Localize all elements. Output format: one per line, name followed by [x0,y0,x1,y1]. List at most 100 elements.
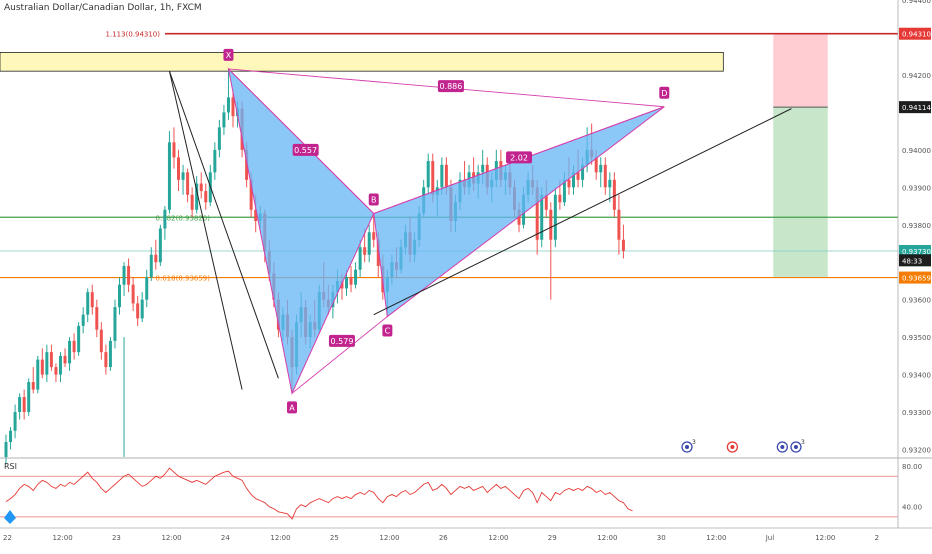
candle[interactable] [195,176,199,214]
candle[interactable] [181,164,185,195]
candle-body [108,340,112,368]
candle[interactable] [167,131,171,214]
candle[interactable] [49,344,53,371]
candle[interactable] [154,239,158,270]
candle[interactable] [127,258,131,293]
candle[interactable] [549,202,553,300]
time-tick-label: 12:00 [379,534,399,542]
candle[interactable] [95,299,99,338]
event-marker-dot [730,445,735,449]
stop-loss-area[interactable] [773,33,828,108]
candle[interactable] [158,224,162,266]
candle[interactable] [163,206,167,240]
pattern-point-a[interactable]: A [287,401,298,414]
candle[interactable] [136,295,140,326]
candle[interactable] [177,149,181,192]
candle[interactable] [18,393,22,420]
candle[interactable] [354,262,358,289]
candle[interactable] [186,168,190,203]
candle[interactable] [426,153,430,195]
event-marker[interactable]: 3 [790,439,805,453]
candle-body [608,179,612,188]
candle[interactable] [553,187,557,248]
trend-line[interactable] [373,108,792,316]
candle[interactable] [226,68,230,120]
candle[interactable] [81,307,85,334]
candle[interactable] [113,299,117,349]
candle[interactable] [617,194,621,255]
trend-line[interactable] [168,71,279,379]
candle[interactable] [358,239,362,278]
candle[interactable] [27,378,31,416]
candle[interactable] [58,352,62,383]
trend-line[interactable] [168,71,243,390]
candle[interactable] [149,247,153,281]
candle[interactable] [231,89,235,128]
candle[interactable] [36,355,40,394]
candle[interactable] [31,367,35,394]
candle-body [136,303,140,319]
candle[interactable] [621,224,625,259]
candle[interactable] [131,277,135,311]
candle[interactable] [99,322,103,360]
candle[interactable] [45,344,49,383]
candle[interactable] [90,284,94,315]
candle[interactable] [63,348,67,368]
candle[interactable] [72,333,76,360]
price-axis-badge[interactable]: 0.93659 [899,271,931,284]
candle[interactable] [86,288,90,323]
candle[interactable] [22,389,26,420]
candle[interactable] [603,157,607,195]
candle[interactable] [217,119,221,158]
pattern-point-c[interactable]: C [382,324,393,337]
price-axis-badge-label: 0.94114 [902,104,931,112]
pattern-point-b[interactable]: B [368,193,379,206]
rsi-tick-label: 40.00 [902,504,922,512]
price-axis-badge[interactable]: 48:33 [899,254,931,267]
candle[interactable] [172,127,176,169]
rsi-line[interactable] [5,467,633,520]
candle[interactable] [367,224,371,263]
price-axis-badge[interactable]: 0.94114 [899,101,931,114]
candle[interactable] [108,337,112,371]
candle-body [154,254,158,263]
event-marker[interactable] [776,441,788,453]
pattern-ratio[interactable]: 0.557 [292,143,319,156]
candle[interactable] [145,269,149,308]
take-profit-area[interactable] [773,107,828,278]
pattern-bcd-triangle[interactable] [373,106,665,318]
candle[interactable] [372,213,376,248]
pattern-ratio[interactable]: 2.02 [506,151,533,164]
candle[interactable] [199,172,203,199]
event-marker[interactable]: 3 [681,439,696,453]
candle[interactable] [204,183,208,210]
candle[interactable] [612,172,616,218]
resistance-zone[interactable] [0,52,724,72]
candle[interactable] [104,344,108,375]
candle[interactable] [40,348,44,379]
event-marker[interactable] [726,441,739,453]
candle[interactable] [222,104,226,135]
candle[interactable] [190,187,194,218]
candle[interactable] [122,262,126,296]
pattern-ratio[interactable]: 0.579 [328,334,355,347]
candle[interactable] [4,434,8,465]
candle[interactable] [13,404,17,439]
candle[interactable] [68,337,72,371]
pattern-ratio[interactable]: 0.886 [437,80,464,93]
candle[interactable] [140,292,144,323]
fib-level-label: 0.382(0.93820) [156,214,211,222]
pattern-point-x[interactable]: X [223,48,234,61]
price-axis-badge[interactable]: 0.93730 [899,244,931,257]
candle[interactable] [54,363,58,383]
candle[interactable] [118,277,121,315]
price-axis-badge[interactable]: 0.94310 [899,27,931,40]
candle[interactable] [9,427,13,450]
candle[interactable] [608,172,612,203]
candle[interactable] [349,265,353,293]
pattern-point-d[interactable]: D [659,86,670,99]
candle[interactable] [77,322,81,356]
candle[interactable] [213,142,217,180]
candle[interactable] [599,157,603,188]
